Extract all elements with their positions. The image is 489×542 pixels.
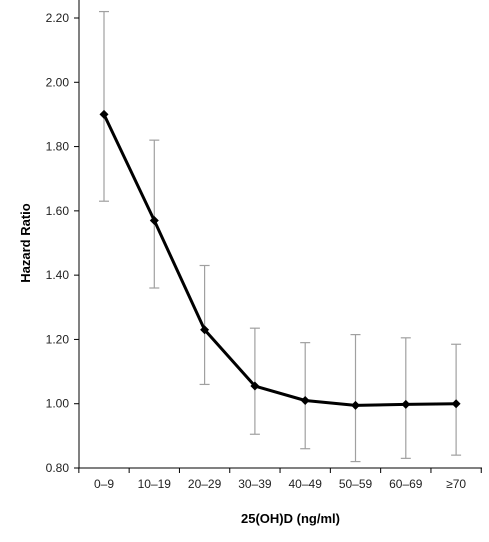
- data-point: [149, 216, 159, 225]
- x-axis-ticks: 0–9 10–19 20–29 30–39 40–49 50–59 60–69 ≥70: [78, 468, 482, 491]
- x-tick-label: 50–59: [339, 477, 373, 491]
- x-tick-label: 40–49: [289, 477, 323, 491]
- y-tick-label: 1.00: [46, 397, 70, 411]
- y-tick-label: 1.80: [46, 140, 70, 154]
- y-tick-label: 1.20: [46, 332, 70, 346]
- error-bar: [99, 10, 109, 202]
- data-point: [200, 325, 210, 335]
- y-tick-label: 2.20: [46, 11, 70, 25]
- series-line-group: [102, 113, 457, 407]
- x-tick-label: 0–9: [94, 477, 114, 491]
- error-bar: [149, 139, 160, 289]
- data-point: [351, 400, 360, 410]
- y-axis-ticks: 0.80 1.00 1.20 1.40 1.60 1.80 2.00 2.20: [46, 11, 79, 475]
- data-point: [99, 109, 109, 119]
- data-point: [250, 381, 260, 391]
- y-tick-label: 1.40: [46, 268, 70, 282]
- error-bar: [300, 342, 311, 450]
- y-tick-label: 0.80: [46, 461, 70, 475]
- y-axis-title: Hazard Ratio: [18, 203, 33, 283]
- x-axis-title: 25(OH)D (ng/ml): [241, 511, 340, 526]
- error-bar: [199, 264, 210, 386]
- data-points: [99, 109, 461, 410]
- y-tick-label: 2.00: [46, 75, 70, 89]
- x-tick-label: ≥70: [446, 477, 466, 491]
- error-bar: [400, 337, 411, 459]
- x-tick-label: 10–19: [138, 477, 172, 491]
- error-bar: [350, 334, 361, 463]
- y-tick-label: 1.60: [46, 204, 70, 218]
- x-tick-label: 30–39: [238, 477, 272, 491]
- data-point: [451, 399, 461, 409]
- data-point: [401, 399, 411, 409]
- x-tick-label: 20–29: [188, 477, 222, 491]
- error-bar: [249, 327, 260, 435]
- error-bars: [99, 10, 462, 463]
- x-tick-label: 60–69: [389, 477, 423, 491]
- data-point: [300, 396, 310, 405]
- series-line: [102, 113, 457, 407]
